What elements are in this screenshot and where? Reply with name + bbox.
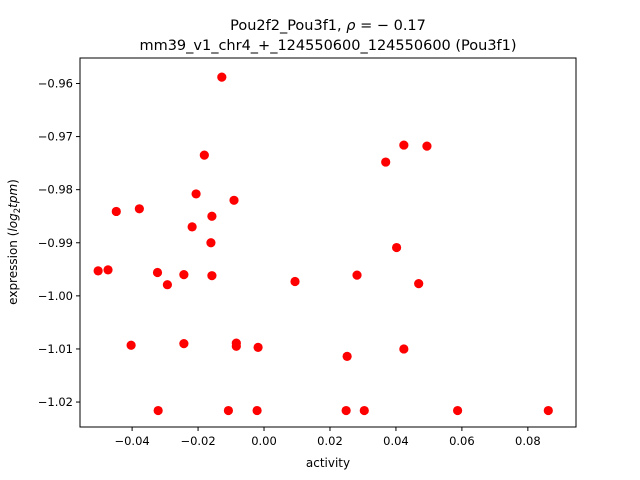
data-point-5 [152,267,163,278]
data-point-29 [392,242,402,253]
data-points [93,72,553,416]
x-tick-label-1: −0.02 [180,434,215,448]
data-point-31 [399,344,409,354]
data-point-9 [179,339,189,349]
x-tick-label-5: 0.06 [449,434,475,448]
data-point-15 [207,271,217,281]
data-point-23 [290,276,300,287]
y-tick-label-4: −1.00 [38,289,73,303]
data-point-8 [179,270,189,280]
data-point-35 [543,405,553,416]
title-rho-symbol: ρ [346,18,356,34]
x-tick-label-4: 0.04 [383,434,409,448]
y-tick-label-5: −1.01 [38,342,73,356]
y-tick-label-6: −1.02 [38,395,73,409]
title-gene-pair: Pou2f2_Pou3f1, [230,18,346,34]
data-point-34 [453,405,463,416]
data-point-33 [422,141,432,151]
data-point-13 [206,238,216,248]
x-tick-label-6: 0.08 [515,434,541,448]
data-point-7 [162,280,172,290]
data-point-21 [252,405,262,416]
y-tick-label-2: −0.98 [38,183,73,197]
y-axis-label-prefix: expression ( [6,232,20,305]
y-axis-ticks: −0.96 −0.97 −0.98 −0.99 −1.00 −1.01 −1.02 [38,76,80,409]
data-point-16 [217,72,227,82]
data-point-27 [359,405,369,416]
x-tick-label-2: 0.00 [251,434,277,448]
data-point-24 [341,405,351,416]
y-tick-label-0: −0.96 [38,76,73,90]
x-tick-label-0: −0.04 [114,434,149,448]
data-point-22 [253,342,263,352]
data-point-25 [342,351,352,361]
y-axis-label-tpm: tpm [6,184,20,208]
data-point-32 [414,279,424,289]
data-point-4 [134,204,144,214]
data-point-12 [199,150,209,160]
chart-title-line2: mm39_v1_chr4_+_124550600_124550600 (Pou3… [139,38,516,54]
data-point-0 [93,266,103,276]
y-axis-label: expression (log2tpm) [6,179,23,305]
title-rho-value: = − 0.17 [355,18,425,34]
data-point-2 [111,206,121,217]
data-point-26 [352,270,362,280]
data-point-17 [223,405,233,416]
y-axis-label-log: log [6,213,20,232]
x-axis-label: activity [306,456,350,470]
data-point-20 [231,341,241,351]
data-point-10 [187,222,197,232]
y-tick-label-1: −0.97 [38,130,73,144]
x-axis-ticks: −0.04 −0.02 0.00 0.02 0.04 0.06 0.08 [114,427,541,448]
data-point-6 [153,405,163,416]
chart-title-line1: Pou2f2_Pou3f1, ρ = − 0.17 [230,18,426,34]
data-point-30 [399,140,409,150]
data-point-1 [103,265,113,275]
data-point-28 [381,157,391,167]
y-axis-label-subscript: 2 [13,208,23,213]
data-point-11 [191,189,201,199]
x-tick-label-3: 0.02 [317,434,343,448]
data-point-14 [207,211,217,221]
y-tick-label-3: −0.99 [38,236,73,250]
data-point-3 [126,340,136,350]
y-axis-label-suffix: ) [6,179,20,184]
data-point-18 [229,195,239,205]
